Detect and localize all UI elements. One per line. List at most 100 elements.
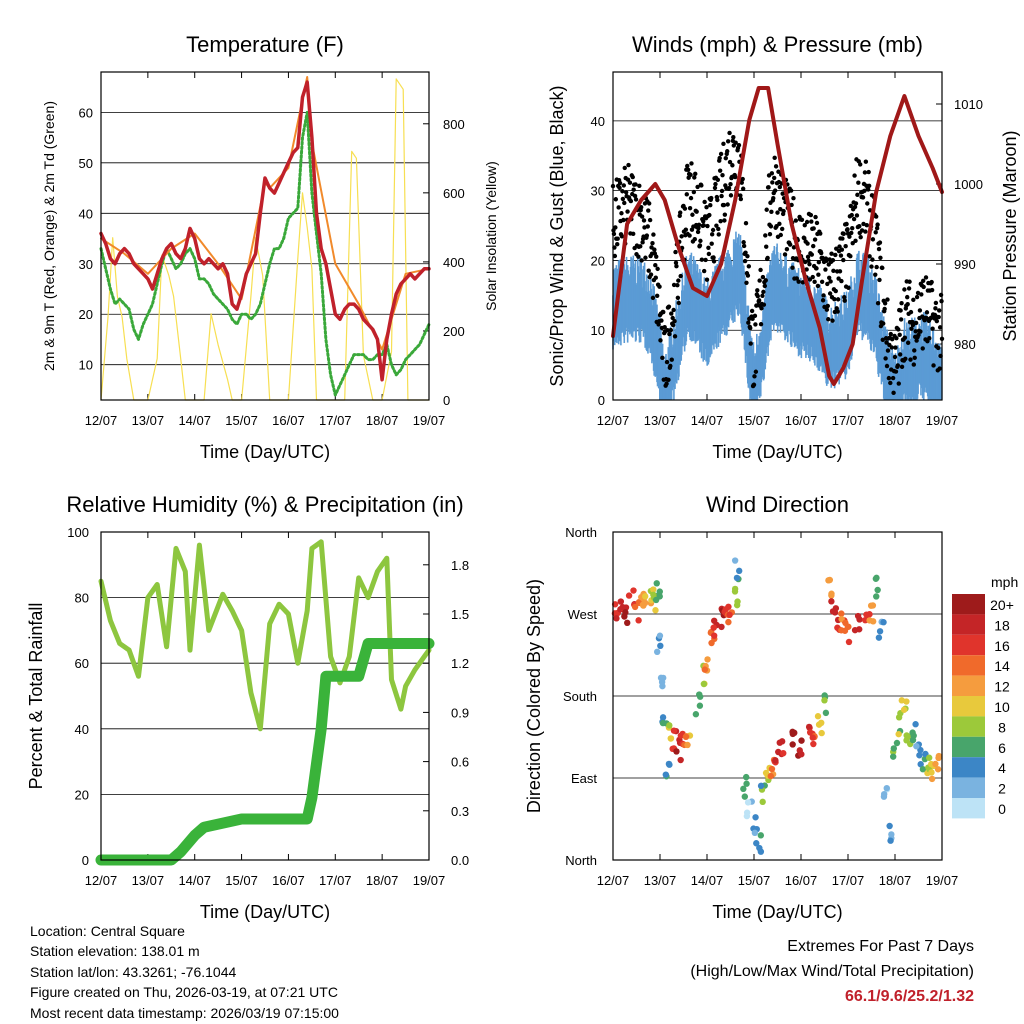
direction-point xyxy=(875,634,883,641)
gust-point xyxy=(870,237,876,242)
gust-point xyxy=(755,293,760,299)
direction-point xyxy=(798,737,805,744)
gust-point xyxy=(669,357,674,362)
humidity-y2tick-label: 0.6 xyxy=(451,755,469,770)
gust-point xyxy=(615,241,620,247)
direction-point xyxy=(789,741,796,748)
gust-point xyxy=(613,197,619,202)
gust-point xyxy=(791,245,797,250)
gust-point xyxy=(848,203,854,209)
gust-point xyxy=(671,307,676,313)
gust-point xyxy=(753,322,758,327)
gust-point xyxy=(682,206,688,211)
temperature-y2tick-label: 0 xyxy=(443,393,450,408)
gust-point xyxy=(692,175,697,180)
speed-legend-swatch xyxy=(952,777,985,798)
gust-point xyxy=(897,352,903,357)
gust-point xyxy=(908,357,913,362)
winds-ytick-label: 30 xyxy=(591,184,605,199)
gust-point xyxy=(659,318,664,323)
gust-point xyxy=(638,244,643,249)
gust-point xyxy=(690,212,695,217)
direction-point xyxy=(635,617,642,624)
gust-point xyxy=(855,192,860,198)
gust-point xyxy=(641,218,647,223)
gust-point xyxy=(811,226,816,231)
gust-point xyxy=(704,205,709,210)
direction-point xyxy=(780,749,787,757)
direction-point xyxy=(883,784,890,792)
gust-point xyxy=(851,216,857,222)
direction-ylabel: Direction (Colored By Speed) xyxy=(524,579,544,813)
direction-point xyxy=(768,765,776,773)
direction-point xyxy=(806,729,814,736)
speed-legend-title: mph xyxy=(991,574,1018,590)
gust-point xyxy=(640,240,645,245)
winds-title: Winds (mph) & Pressure (mb) xyxy=(632,32,923,57)
gust-point xyxy=(857,224,862,229)
gust-point xyxy=(725,149,730,154)
gust-point xyxy=(668,327,674,333)
gust-point xyxy=(630,174,635,180)
gust-point xyxy=(909,326,914,331)
gust-point xyxy=(673,260,679,265)
direction-point xyxy=(666,722,673,729)
temperature-ytick-label: 40 xyxy=(79,206,93,221)
gust-point xyxy=(828,279,833,284)
humidity-y2tick-label: 1.2 xyxy=(451,656,469,671)
direction-point xyxy=(744,799,752,806)
speed-legend-swatch xyxy=(952,736,985,758)
gust-point xyxy=(920,346,925,351)
direction-point xyxy=(696,702,704,709)
gust-point xyxy=(697,243,703,248)
direction-point xyxy=(932,760,939,768)
gust-point xyxy=(666,377,671,383)
direction-xtick-label: 17/07 xyxy=(832,873,865,888)
gust-point xyxy=(905,340,911,345)
gust-point xyxy=(819,279,825,284)
gust-point xyxy=(874,264,879,270)
direction-xlabel: Time (Day/UTC) xyxy=(712,902,842,922)
gust-point xyxy=(714,223,719,228)
gust-point xyxy=(669,311,674,316)
gust-point xyxy=(823,267,828,272)
gust-point xyxy=(866,187,871,192)
direction-point xyxy=(880,790,888,798)
direction-point xyxy=(851,626,859,634)
humidity-ytick-label: 80 xyxy=(75,591,89,606)
gust-point xyxy=(853,238,858,243)
direction-point xyxy=(828,592,835,599)
winds-ytick-label: 10 xyxy=(591,323,605,338)
direction-point xyxy=(624,619,631,627)
direction-point xyxy=(903,732,910,739)
gust-point xyxy=(672,334,678,339)
temperature-ytick-label: 20 xyxy=(79,307,93,322)
humidity-y2tick-label: 0.0 xyxy=(451,853,469,868)
gust-point xyxy=(918,329,923,334)
gust-point xyxy=(829,251,834,256)
gust-point xyxy=(791,196,796,201)
direction-point xyxy=(751,829,759,837)
speed-legend-label: 6 xyxy=(998,740,1006,756)
gust-point xyxy=(766,185,771,190)
gust-point xyxy=(720,172,725,178)
direction-point xyxy=(935,754,942,762)
humidity-xtick-label: 14/07 xyxy=(178,873,211,888)
direction-xtick-label: 13/07 xyxy=(644,873,677,888)
gust-point xyxy=(675,295,681,301)
gust-point xyxy=(891,390,896,396)
gust-point xyxy=(620,196,626,202)
gust-point xyxy=(885,348,891,353)
direction-point xyxy=(741,793,749,800)
speed-legend-swatch xyxy=(952,716,985,737)
gust-point xyxy=(636,254,641,259)
direction-xtick-label: 15/07 xyxy=(738,873,771,888)
direction-point xyxy=(670,727,678,734)
gust-point xyxy=(924,310,930,315)
direction-point xyxy=(869,618,877,625)
direction-point xyxy=(791,729,798,737)
gust-point xyxy=(701,268,707,274)
gust-point xyxy=(863,229,868,234)
gust-point xyxy=(741,240,746,245)
gust-point xyxy=(741,243,747,249)
